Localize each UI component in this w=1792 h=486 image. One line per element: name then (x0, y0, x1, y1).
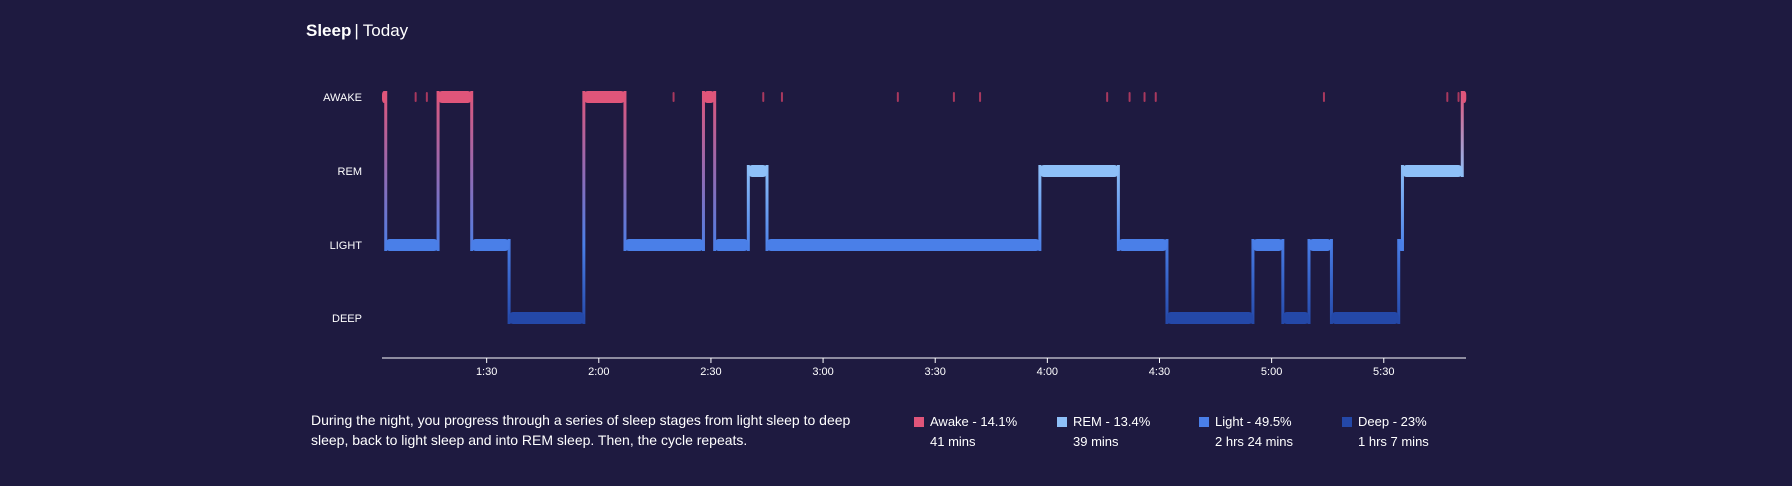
stage-transition (1038, 165, 1042, 251)
awake-marker (414, 92, 417, 102)
stage-transition (507, 239, 511, 324)
awake-marker (762, 92, 765, 102)
stage-bar-awake (382, 91, 386, 103)
awake-marker (672, 92, 675, 102)
light-swatch-icon (1199, 417, 1209, 427)
legend-duration-deep: 1 hrs 7 mins (1358, 434, 1429, 449)
x-tick-label: 4:00 (1037, 366, 1058, 378)
stage-transition (746, 165, 750, 251)
awake-markers (414, 92, 1460, 102)
deep-swatch-icon (1342, 417, 1352, 427)
stage-bar-light (1252, 239, 1283, 251)
x-axis-ticks: 1:30 2:00 2:30 3:00 3:30 4:00 4:30 5:00 5:30 (476, 358, 1394, 378)
stage-label-light: LIGHT (330, 240, 363, 252)
awake-marker (780, 92, 783, 102)
awake-marker (1128, 92, 1131, 102)
stage-bar-deep (1166, 312, 1253, 324)
stage-transition (1251, 239, 1255, 324)
x-tick-label: 2:00 (588, 366, 609, 378)
stage-transition (1460, 91, 1464, 177)
legend-duration-rem: 39 mins (1073, 434, 1119, 449)
stage-bar-light (714, 239, 749, 251)
stage-transition (1307, 239, 1311, 324)
stage-transition (623, 91, 627, 251)
x-tick-label: 3:00 (812, 366, 833, 378)
stage-bar-light (1309, 239, 1332, 251)
stage-transition (1281, 239, 1285, 324)
stage-bar-light (767, 239, 1040, 251)
page-subtitle: Today (362, 21, 409, 40)
stage-transition (713, 91, 717, 251)
awake-marker (1457, 92, 1460, 102)
sleep-description: During the night, you progress through a… (311, 412, 851, 448)
awake-marker (1143, 92, 1146, 102)
stage-bars (382, 91, 1467, 324)
stage-transition (701, 91, 705, 251)
x-tick-label: 5:00 (1261, 366, 1282, 378)
page-title: Sleep (306, 21, 352, 40)
stage-transition (470, 91, 474, 251)
x-tick-label: 4:30 (1149, 366, 1170, 378)
legend-label-deep: Deep - 23% (1358, 414, 1427, 429)
stage-transition (1400, 165, 1404, 251)
stage-bar-rem (748, 165, 768, 177)
stage-labels: AWAKE REM LIGHT DEEP (323, 92, 362, 325)
rem-swatch-icon (1057, 417, 1067, 427)
stage-bar-light (1118, 239, 1167, 251)
awake-marker (1154, 92, 1157, 102)
stage-bar-awake (1462, 91, 1467, 103)
awake-marker (1322, 92, 1325, 102)
stage-transition (384, 91, 388, 251)
legend-label-light: Light - 49.5% (1215, 414, 1292, 429)
legend-label-awake: Awake - 14.1% (930, 414, 1018, 429)
stage-bar-light (385, 239, 439, 251)
stage-bar-light (471, 239, 510, 251)
stage-bar-light (1398, 239, 1403, 251)
stage-transitions (384, 91, 1464, 324)
awake-marker (1446, 92, 1449, 102)
awake-marker (952, 92, 955, 102)
stage-transition (1165, 239, 1169, 324)
awake-marker (896, 92, 899, 102)
stage-label-deep: DEEP (332, 313, 362, 325)
x-tick-label: 3:30 (925, 366, 946, 378)
awake-swatch-icon (914, 417, 924, 427)
page-header: Sleep | Today (306, 19, 408, 43)
x-tick-label: 2:30 (700, 366, 721, 378)
stage-label-rem: REM (338, 166, 362, 178)
sleep-stages-chart: AWAKE REM LIGHT DEEP 1:30 2:00 2:30 3:00 3:30 4:… (323, 91, 1467, 378)
stage-bar-deep (1331, 312, 1399, 324)
stage-transition (765, 165, 769, 251)
stage-transition (1329, 239, 1333, 324)
stage-bar-awake (438, 91, 472, 103)
x-tick-label: 1:30 (476, 366, 497, 378)
stage-bar-light (624, 239, 704, 251)
legend-label-rem: REM - 13.4% (1073, 414, 1151, 429)
stage-bar-deep (509, 312, 584, 324)
stage-bar-rem (1039, 165, 1119, 177)
stage-bar-deep (1282, 312, 1310, 324)
stage-transition (582, 91, 586, 324)
legend-duration-awake: 41 mins (930, 434, 976, 449)
awake-marker (425, 92, 428, 102)
awake-marker (1106, 92, 1109, 102)
stage-bar-awake (583, 91, 625, 103)
stage-label-awake: AWAKE (323, 92, 362, 104)
stage-transition (1397, 239, 1401, 324)
stage-transition (1116, 165, 1120, 251)
x-tick-label: 5:30 (1373, 366, 1394, 378)
stage-bar-awake (703, 91, 715, 103)
legend-duration-light: 2 hrs 24 mins (1215, 434, 1294, 449)
title-separator: | (354, 21, 359, 40)
stage-bar-rem (1402, 165, 1463, 177)
stage-transition (436, 91, 440, 251)
awake-marker (979, 92, 982, 102)
